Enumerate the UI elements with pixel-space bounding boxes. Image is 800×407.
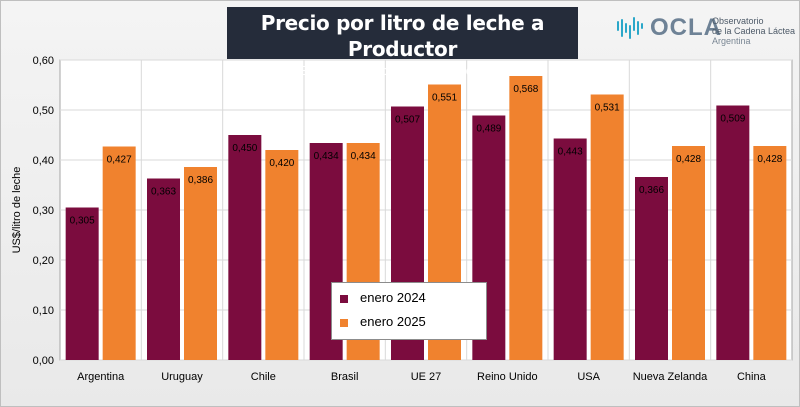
data-label: 0,551 [432, 93, 457, 104]
data-label: 0,420 [269, 158, 294, 169]
logo-word: OCLA [650, 14, 722, 41]
bar-enero-2024 [147, 178, 180, 360]
data-label: 0,386 [188, 175, 213, 186]
data-label: 0,428 [757, 154, 782, 165]
bar-enero-2024 [553, 138, 587, 360]
data-label: 0,428 [676, 154, 701, 165]
chart-subtitle: - Países/Bloques seleccionados, en dólar… [248, 63, 557, 78]
logo-line-2: de la Cadena Láctea [712, 26, 796, 36]
bar-enero-2025 [672, 146, 705, 360]
data-label: 0,434 [314, 151, 339, 162]
bar-enero-2025 [509, 76, 543, 360]
bar-enero-2025 [753, 146, 787, 360]
legend-label-2024: enero 2024 [360, 290, 426, 305]
bar-enero-2025 [265, 150, 299, 360]
x-category-label: Reino Unido [477, 371, 538, 383]
x-category-label: Brasil [331, 371, 359, 383]
x-category-label: China [737, 371, 767, 383]
logo-line-3: Argentina [712, 36, 751, 46]
ocla-logo: OCLA Observatorio de la Cadena Láctea Ar… [616, 12, 796, 52]
x-category-label: Nueva Zelanda [633, 371, 708, 383]
data-label: 0,434 [351, 151, 376, 162]
bar-enero-2024 [635, 177, 668, 360]
x-category-label: Uruguay [161, 371, 203, 383]
chart-legend: enero 2024 enero 2025 [331, 282, 487, 340]
y-tick-label: 0,40 [33, 155, 54, 167]
legend-swatch-2025 [340, 319, 348, 327]
bar-enero-2024 [228, 135, 262, 360]
data-label: 0,443 [558, 147, 583, 158]
x-category-label: Argentina [77, 371, 125, 383]
x-category-label: UE 27 [411, 371, 442, 383]
y-tick-label: 0,30 [33, 205, 54, 217]
bar-enero-2025 [102, 146, 136, 360]
bar-enero-2024 [65, 207, 99, 360]
logo-line-1: Observatorio [712, 16, 764, 26]
data-label: 0,450 [232, 143, 257, 154]
chart-title: Precio por litro de leche a Productor [260, 11, 545, 61]
data-label: 0,366 [639, 185, 664, 196]
y-tick-label: 0,20 [33, 255, 54, 267]
data-label: 0,507 [395, 115, 420, 126]
x-category-label: USA [577, 371, 600, 383]
y-tick-label: 0,50 [33, 105, 54, 117]
bar-enero-2024 [716, 105, 750, 360]
bar-enero-2025 [184, 167, 217, 360]
y-tick-label: 0,00 [33, 355, 54, 367]
data-label: 0,568 [513, 84, 538, 95]
data-label: 0,509 [720, 114, 745, 125]
data-label: 0,305 [70, 216, 95, 227]
y-tick-label: 0,60 [33, 55, 54, 67]
x-category-label: Chile [251, 371, 276, 383]
y-tick-label: 0,10 [33, 305, 54, 317]
chart-title-box: Precio por litro de leche a Productor - … [227, 7, 578, 78]
y-axis-label: US$/litro de leche [11, 167, 23, 254]
ocla-wave-icon [617, 17, 643, 39]
legend-swatch-2024 [340, 295, 348, 303]
data-label: 0,427 [107, 155, 132, 166]
bar-enero-2025 [590, 94, 624, 360]
data-label: 0,363 [151, 187, 176, 198]
legend-label-2025: enero 2025 [360, 314, 426, 329]
data-label: 0,531 [595, 103, 620, 114]
data-label: 0,489 [476, 124, 501, 135]
